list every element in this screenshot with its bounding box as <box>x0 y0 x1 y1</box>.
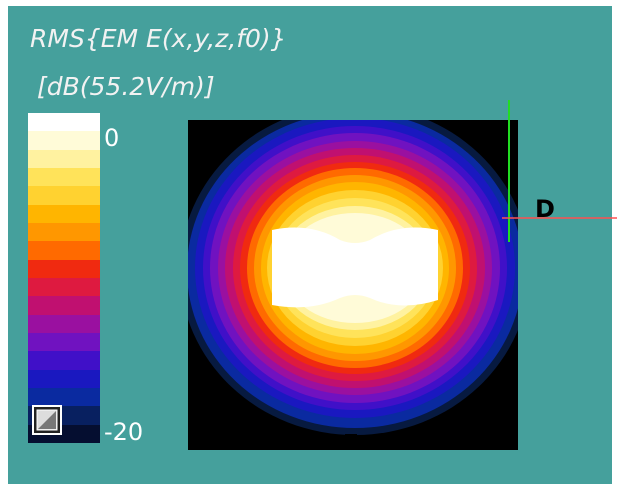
colorbar-band <box>28 296 100 315</box>
colorbar-band <box>28 387 100 407</box>
colorbar-band <box>28 186 100 205</box>
colorbar-options-glyph <box>36 409 58 431</box>
colorbar-band <box>28 167 100 187</box>
colorbar-band <box>28 222 100 242</box>
colorbar-band <box>28 241 100 260</box>
colorbar-band <box>28 277 100 297</box>
plot-unit: [dB(55.2V/m)] <box>37 72 215 101</box>
colorbar-band <box>28 369 100 388</box>
colorbar-options-icon[interactable] <box>32 405 62 435</box>
field-map-contours <box>188 120 518 450</box>
plot-title: RMS{EM E(x,y,z,f0)} <box>30 24 287 53</box>
colorbar-band <box>28 204 100 223</box>
marker-label: D <box>535 195 555 223</box>
colorbar-max-label: 0 <box>104 124 120 152</box>
colorbar-band <box>28 314 100 333</box>
colorbar-band <box>28 332 100 352</box>
colorbar-band <box>28 113 100 132</box>
colorbar-band <box>28 149 100 168</box>
colorbar-band <box>28 259 100 278</box>
colorbar-band <box>28 131 100 150</box>
colorbar-min-label: -20 <box>104 418 144 446</box>
colorbar-band <box>28 351 100 370</box>
colorbar <box>28 113 100 443</box>
